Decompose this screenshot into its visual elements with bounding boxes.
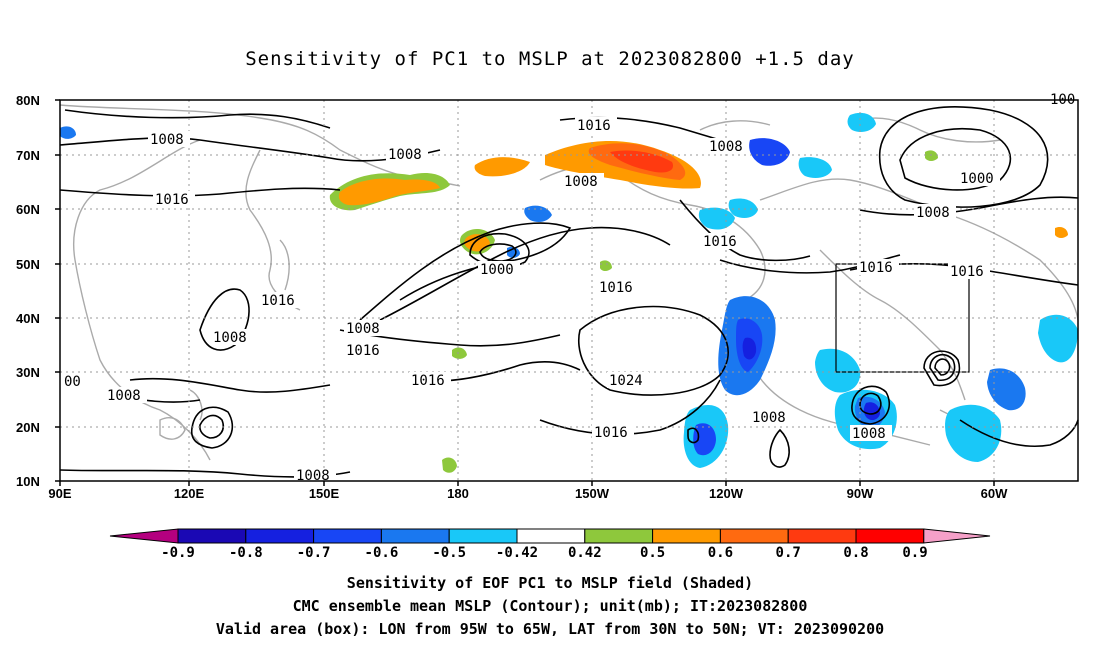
contour-label: 1008 xyxy=(296,468,330,484)
colorbar-segment xyxy=(313,528,382,544)
sensitivity-shading xyxy=(60,112,1078,473)
colorbar-segment xyxy=(380,528,450,544)
lon-label: 180 xyxy=(447,486,469,501)
colorbar-label: -0.8 xyxy=(229,545,263,561)
contour-label: 1008 xyxy=(852,426,886,442)
lon-label: 120E xyxy=(174,486,205,501)
colorbar-label: 0.8 xyxy=(843,545,868,561)
lat-label: 10N xyxy=(16,474,40,489)
colorbar-segment xyxy=(719,528,789,544)
contour-label: 1008 xyxy=(752,410,786,426)
colorbar-label: -0.6 xyxy=(365,545,399,561)
colorbar-label: -0.5 xyxy=(432,545,466,561)
contour-label: 1016 xyxy=(594,425,628,441)
contour-label: 1016 xyxy=(261,293,295,309)
lat-label: 60N xyxy=(16,202,40,217)
colorbar-label: 0.9 xyxy=(902,545,927,561)
lat-label: 50N xyxy=(16,257,40,272)
gridlines xyxy=(60,100,1078,481)
colorbar-label: -0.42 xyxy=(496,545,538,561)
colorbar-label: 0.42 xyxy=(568,545,602,561)
chart-title: Sensitivity of PC1 to MSLP at 2023082800… xyxy=(245,48,855,70)
lon-label: 90E xyxy=(48,486,71,501)
colorbar-label: 0.7 xyxy=(776,545,801,561)
contour-label: 1000 xyxy=(960,171,994,187)
contour-label: 1008 xyxy=(388,147,422,163)
lat-label: 80N xyxy=(16,93,40,108)
colorbar-label: -0.7 xyxy=(297,545,331,561)
lon-label: 150E xyxy=(309,486,340,501)
contour-label: 1016 xyxy=(577,118,611,134)
caption-line-2: CMC ensemble mean MSLP (Contour); unit(m… xyxy=(292,597,808,615)
contour-label: 1008 xyxy=(709,139,743,155)
colorbar-segment xyxy=(448,528,518,544)
contour-label: 1008 xyxy=(346,321,380,337)
contour-label: 1016 xyxy=(859,260,893,276)
colorbar-label: -0.9 xyxy=(161,545,195,561)
colorbar: -0.9 -0.8 -0.7 -0.6 -0.5 -0.42 0.42 0.5 … xyxy=(109,528,991,561)
contour-label: 1016 xyxy=(155,192,189,208)
colorbar-segment xyxy=(855,528,925,544)
contour-label: 1008 xyxy=(150,132,184,148)
contour-label-group: 1008 1008 1016 1016 1008 1008 1016 1016 … xyxy=(62,92,1080,484)
lon-label: 120W xyxy=(709,486,744,501)
lat-label: 70N xyxy=(16,148,40,163)
tick-marks xyxy=(55,99,995,486)
contour-label: 1016 xyxy=(599,280,633,296)
lon-labels: 90E 120E 150E 180 150W 120W 90W 60W xyxy=(48,486,1008,501)
contour-label: 00 xyxy=(64,374,81,390)
lon-label: 90W xyxy=(847,486,874,501)
lat-label: 40N xyxy=(16,311,40,326)
contour-label: 1008 xyxy=(213,330,247,346)
contour-label: 1024 xyxy=(609,373,643,389)
lat-label: 30N xyxy=(16,365,40,380)
caption-line-3: Valid area (box): LON from 95W to 65W, L… xyxy=(215,620,885,638)
colorbar-labels: -0.9 -0.8 -0.7 -0.6 -0.5 -0.42 0.42 0.5 … xyxy=(161,545,928,561)
colorbar-segment xyxy=(652,528,721,544)
lat-labels: 80N 70N 60N 50N 40N 30N 20N 10N xyxy=(16,93,40,489)
colorbar-segment xyxy=(177,528,247,544)
colorbar-segment xyxy=(245,528,315,544)
colorbar-segment xyxy=(516,528,586,544)
contour-label: 1000 xyxy=(480,262,514,278)
caption-line-1: Sensitivity of EOF PC1 to MSLP field (Sh… xyxy=(346,574,754,592)
contour-label: 1008 xyxy=(916,205,950,221)
map-frame xyxy=(59,99,1079,482)
colorbar-low-triangle xyxy=(109,528,179,544)
contour-label: 1016 xyxy=(703,234,737,250)
colorbar-label: 0.5 xyxy=(640,545,665,561)
colorbar-segment xyxy=(584,528,654,544)
lon-label: 60W xyxy=(981,486,1008,501)
contour-label: 1016 xyxy=(346,343,380,359)
lat-label: 20N xyxy=(16,420,40,435)
contour-label: 1016 xyxy=(411,373,445,389)
contour-label: 1008 xyxy=(564,174,598,190)
lon-label: 150W xyxy=(575,486,610,501)
colorbar-segment xyxy=(787,528,857,544)
contour-label: 1008 xyxy=(107,388,141,404)
contour-label: 1016 xyxy=(950,264,984,280)
colorbar-high-triangle xyxy=(923,528,991,544)
colorbar-label: 0.6 xyxy=(708,545,733,561)
